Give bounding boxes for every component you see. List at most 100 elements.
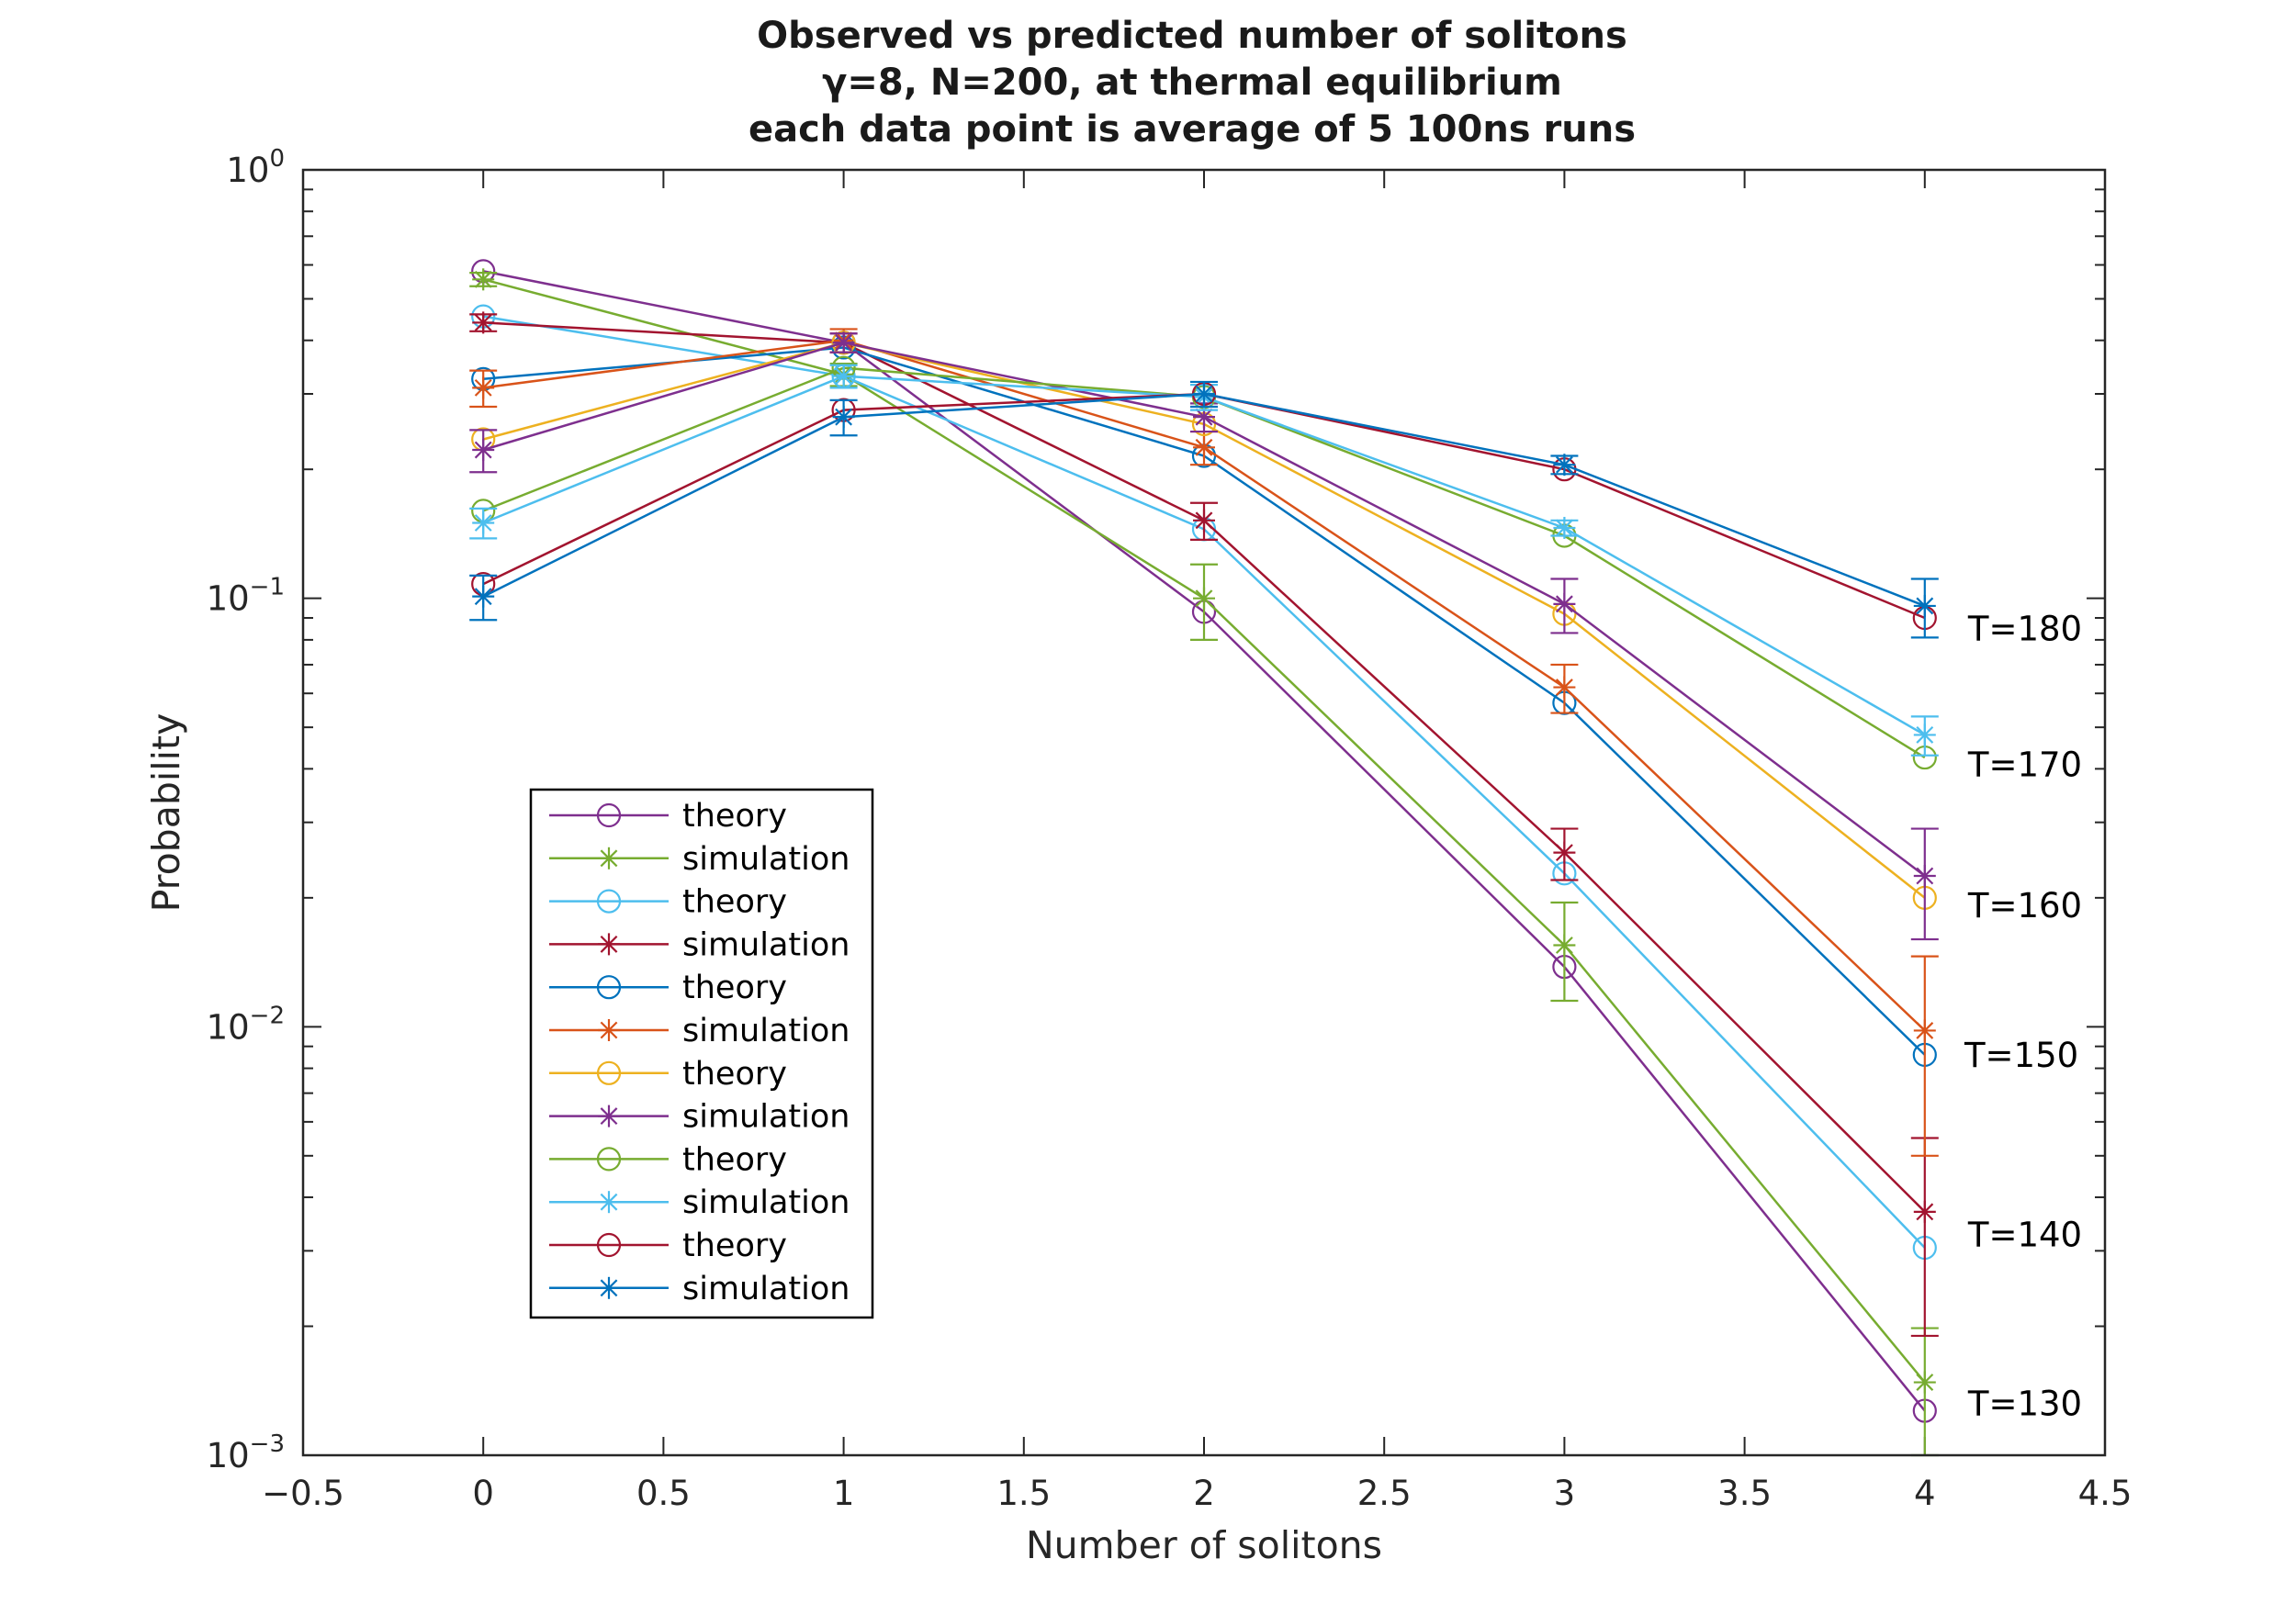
data-point: [1553, 841, 1576, 864]
data-point: [472, 511, 495, 534]
data-point: [598, 1276, 620, 1299]
y-axis-label: Probability: [144, 713, 188, 913]
series-12-simulation: [469, 380, 1939, 639]
legend-label: simulation: [682, 1013, 850, 1049]
data-point: [472, 376, 495, 399]
x-tick-label: 1: [833, 1474, 855, 1513]
y-tick-labels: 100 10−1 10−2 10−3: [207, 145, 285, 1475]
title-line-1: Observed vs predicted number of solitons: [757, 15, 1627, 57]
x-tick-label: 0: [472, 1474, 494, 1513]
x-tick-label: 2.5: [1357, 1474, 1412, 1513]
star-stroke: [1195, 408, 1213, 426]
series-2-simulation: [469, 268, 1939, 1457]
star-stroke: [1916, 726, 1934, 744]
star-stroke: [474, 313, 492, 331]
data-point: [472, 311, 495, 334]
data-point: [472, 268, 495, 291]
data-point: [598, 933, 620, 956]
data-point: [1193, 436, 1215, 459]
data-point: [1913, 594, 1936, 617]
legend-item: simulation: [549, 926, 850, 963]
legend-item: theory: [549, 884, 787, 921]
star-stroke: [1916, 1022, 1934, 1039]
legend-label: theory: [682, 970, 787, 1006]
annotation: T=160: [1967, 886, 2082, 925]
star-stroke: [1916, 1203, 1934, 1221]
legend-item: theory: [549, 1056, 787, 1093]
data-point: [1913, 1019, 1936, 1042]
data-point: [598, 1105, 620, 1127]
star-stroke: [1195, 438, 1213, 456]
star-stroke: [600, 1193, 618, 1211]
data-point: [1553, 934, 1576, 957]
star-stroke: [1555, 844, 1573, 862]
legend-label: simulation: [682, 841, 850, 878]
legend-item: theory: [549, 798, 787, 835]
legend-item: theory: [549, 1228, 787, 1264]
data-point: [1913, 1200, 1936, 1223]
legend-box: [529, 788, 874, 1319]
star-stroke: [600, 1107, 618, 1126]
y-tick-label: 10−3: [207, 1430, 285, 1475]
data-point: [598, 1191, 620, 1214]
star-stroke: [474, 588, 492, 606]
annotation: T=150: [1964, 1036, 2078, 1075]
star-stroke: [600, 1279, 618, 1297]
star-stroke: [1916, 867, 1934, 885]
x-axis-label: Number of solitons: [1026, 1523, 1382, 1567]
y-tick-label: 100: [226, 145, 285, 190]
legend-item: simulation: [549, 1184, 850, 1221]
star-stroke: [474, 514, 492, 532]
star-stroke: [1555, 455, 1573, 474]
star-stroke: [1555, 679, 1573, 696]
data-point: [832, 364, 855, 387]
annotation: T=140: [1967, 1215, 2082, 1254]
legend-item: theory: [549, 970, 787, 1006]
data-point: [1193, 383, 1215, 406]
data-point: [596, 802, 622, 828]
data-point: [1553, 676, 1576, 699]
annotation-layer: T=180 T=170 T=160 T=150 T=140 T=130: [1964, 610, 2082, 1424]
star-stroke: [600, 935, 618, 953]
star-stroke: [1195, 385, 1213, 403]
star-stroke: [474, 270, 492, 288]
legend-item: simulation: [549, 1013, 850, 1049]
title-line-3: each data point is average of 5 100ns ru…: [748, 108, 1636, 151]
star-stroke: [474, 378, 492, 397]
data-point: [596, 889, 622, 914]
data-point: [472, 585, 495, 608]
x-tick-labels: −0.5 0 0.5 1 1.5 2 2.5 3 3.5 4 4.5: [262, 1474, 2132, 1513]
star-stroke: [1555, 519, 1573, 537]
star-stroke: [1916, 1374, 1934, 1391]
x-tick-label: 3.5: [1717, 1474, 1772, 1513]
star-stroke: [1916, 597, 1934, 615]
chart-title: Observed vs predicted number of solitons…: [748, 15, 1636, 151]
x-tick-label: 2: [1193, 1474, 1215, 1513]
data-point: [1553, 454, 1576, 477]
x-tick-label: 3: [1554, 1474, 1576, 1513]
title-line-2: γ=8, N=200, at thermal equilibrium: [822, 62, 1562, 104]
annotation: T=130: [1967, 1385, 2082, 1424]
legend-item: simulation: [549, 841, 850, 878]
data-point: [596, 1232, 622, 1258]
data-point: [832, 406, 855, 429]
star-stroke: [600, 1021, 618, 1039]
star-stroke: [600, 849, 618, 868]
legend-label: simulation: [682, 1271, 850, 1307]
legend-label: theory: [682, 798, 787, 835]
legend-item: simulation: [549, 1271, 850, 1307]
data-point: [832, 331, 855, 354]
axes-box: [301, 168, 2107, 1457]
star-stroke: [1555, 595, 1573, 613]
y-tick-label: 10−2: [207, 1002, 285, 1047]
legend-items: theory simulation theory simulation theory si…: [549, 798, 850, 1307]
data-point: [472, 439, 495, 462]
y-tick-label: 10−1: [207, 574, 285, 619]
legend: theory simulation theory simulation theory si…: [529, 788, 874, 1319]
legend-item: simulation: [549, 1099, 850, 1136]
star-stroke: [835, 408, 853, 426]
series-layer: [469, 259, 1939, 1457]
data-point: [1553, 516, 1576, 539]
data-point: [596, 1147, 622, 1172]
legend-label: theory: [682, 1056, 787, 1093]
